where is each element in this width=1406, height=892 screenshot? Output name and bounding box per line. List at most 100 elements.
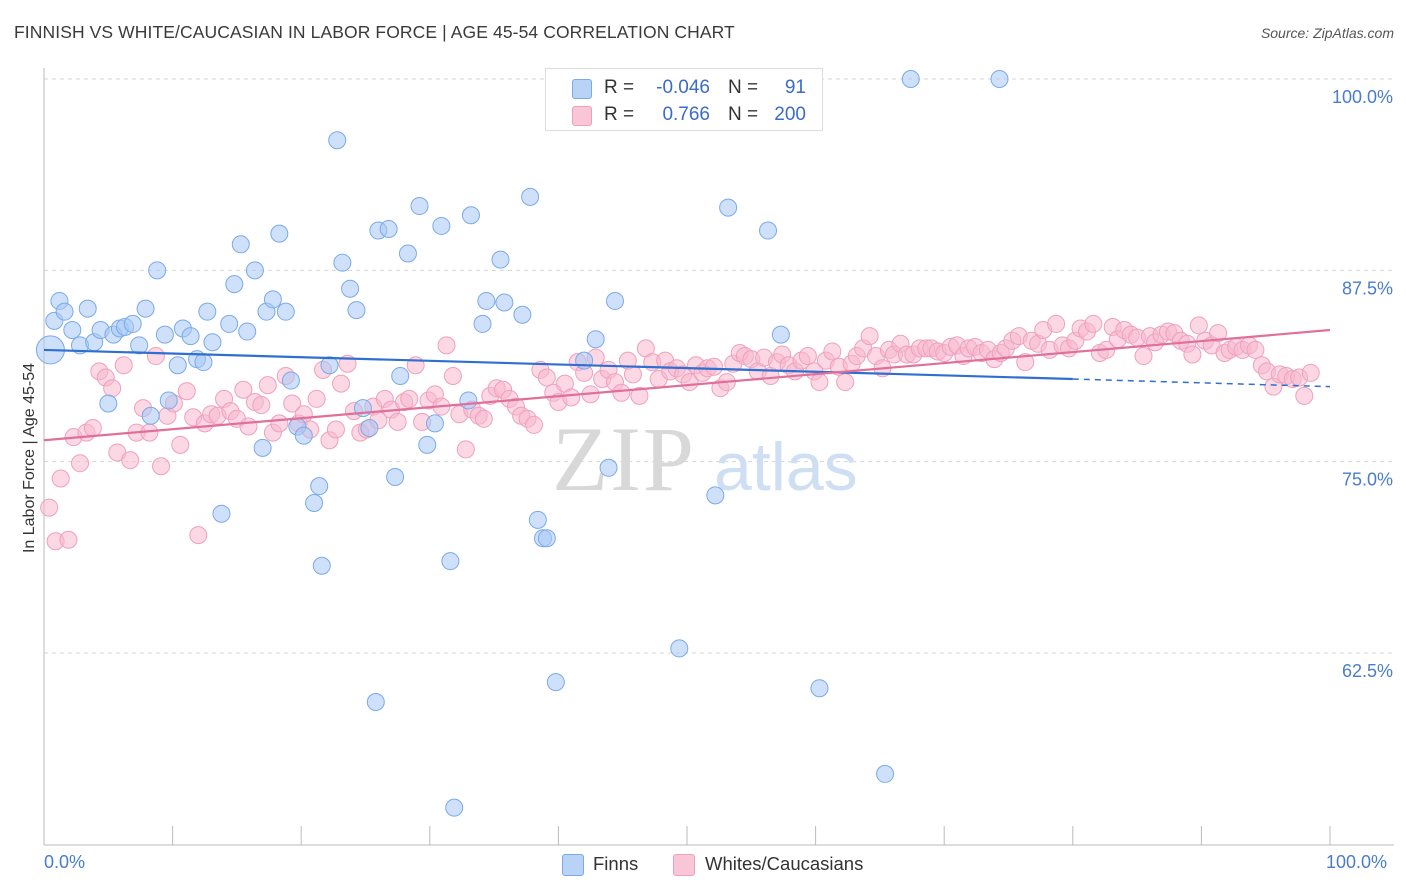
whites-point (537, 368, 556, 387)
finns-point (148, 261, 167, 280)
whites-point (437, 336, 456, 355)
x-tick-right: 100.0% (1326, 852, 1388, 872)
whites-point (146, 347, 165, 366)
finns-point (333, 253, 352, 272)
finns-point (706, 486, 725, 505)
whites-point (388, 412, 407, 431)
series-whites (40, 314, 1320, 551)
finns-point (432, 216, 451, 235)
whites-point (1295, 386, 1314, 405)
finns-point (901, 70, 920, 88)
whites-point (83, 418, 102, 437)
legend-r-label: R = (604, 77, 635, 98)
finns-point (231, 235, 250, 254)
whites-point (332, 374, 351, 393)
finns-point (328, 131, 347, 150)
finns-point (425, 414, 444, 433)
whites-point (1047, 314, 1066, 333)
finns-point (212, 504, 231, 523)
y-tick-labels: 100.0% 87.5% 75.0% 62.5% (1332, 87, 1393, 681)
legend-r-label: R = (604, 104, 635, 125)
y-tick-label: 100.0% (1332, 87, 1393, 107)
whites-point (1016, 353, 1035, 372)
finns-point (341, 279, 360, 298)
finns-point (495, 293, 514, 312)
watermark-zip: ZIP (552, 408, 696, 510)
legend-r-value-finns: -0.046 (656, 77, 710, 98)
chart-title: FINNISH VS WHITE/CAUCASIAN IN LABOR FORC… (14, 22, 735, 42)
whites-point (443, 366, 462, 385)
whites-point (860, 327, 879, 346)
legend-label-whites: Whites/Caucasians (705, 853, 864, 874)
trend-lines (43, 328, 1331, 442)
legend-swatch-whites (673, 854, 695, 876)
legend-r-value-whites: 0.766 (662, 104, 710, 125)
finns-point (477, 291, 496, 310)
watermark-atlas: atlas (714, 429, 858, 505)
whites-point (258, 376, 277, 395)
finns-point (759, 221, 778, 240)
finns-point (605, 291, 624, 310)
whites-point (114, 356, 133, 375)
whites-point (171, 435, 190, 454)
whites-point (307, 389, 326, 408)
whites-point (1084, 314, 1103, 333)
whites-point (239, 417, 258, 436)
finns-point (263, 290, 282, 309)
whites-point (1301, 363, 1320, 382)
whites-point (270, 414, 289, 433)
finns-point (155, 325, 174, 344)
legend-swatch-finns (562, 854, 584, 876)
stats-legend: R = -0.046 N = 91 R = 0.766 N = 200 (545, 68, 823, 131)
finns-point (181, 327, 200, 346)
finns-point (63, 321, 82, 340)
whites-point (823, 342, 842, 361)
finns-point (810, 679, 829, 698)
finns-point (294, 426, 313, 445)
whites-point (326, 420, 345, 439)
finns-point (99, 394, 118, 413)
y-tick-label: 87.5% (1342, 278, 1393, 298)
legend-swatch-finns (572, 79, 592, 99)
finns-point (245, 261, 264, 280)
watermark: ZIP atlas (552, 408, 858, 510)
whites-trend-line (43, 328, 1331, 442)
finns-point (586, 330, 605, 349)
finns-point (379, 220, 398, 239)
whites-point (40, 498, 59, 517)
finns-point (445, 798, 464, 817)
finns-point (270, 224, 289, 243)
finns-point (771, 325, 790, 344)
whites-point (836, 373, 855, 392)
finns-point (473, 314, 492, 333)
finns-point (599, 458, 618, 477)
whites-point (623, 365, 642, 384)
whites-point (524, 415, 543, 434)
whites-point (51, 469, 70, 488)
finns-point (575, 351, 594, 370)
finns-point (719, 198, 738, 217)
whites-point (189, 526, 208, 545)
finns-point (546, 673, 565, 692)
axes (43, 68, 1394, 846)
finns-point (320, 356, 339, 375)
whites-point (1183, 345, 1202, 364)
whites-point (1134, 347, 1153, 366)
finns-point (281, 371, 300, 390)
finns-point (312, 556, 331, 575)
finns-point (366, 692, 385, 711)
series-legend: Finns Whites/Caucasians (0, 852, 1406, 878)
finns-trend-line (43, 348, 1073, 381)
whites-point (71, 454, 90, 473)
finns-point (990, 70, 1009, 88)
finns-point (276, 302, 295, 321)
legend-n-label: N = (728, 77, 759, 98)
whites-point (798, 347, 817, 366)
finns-point (203, 333, 222, 352)
finns-point (418, 435, 437, 454)
whites-point (474, 409, 493, 428)
finns-point (136, 299, 155, 318)
finns-point (253, 438, 272, 457)
whites-point (705, 357, 724, 376)
whites-point (400, 389, 419, 408)
